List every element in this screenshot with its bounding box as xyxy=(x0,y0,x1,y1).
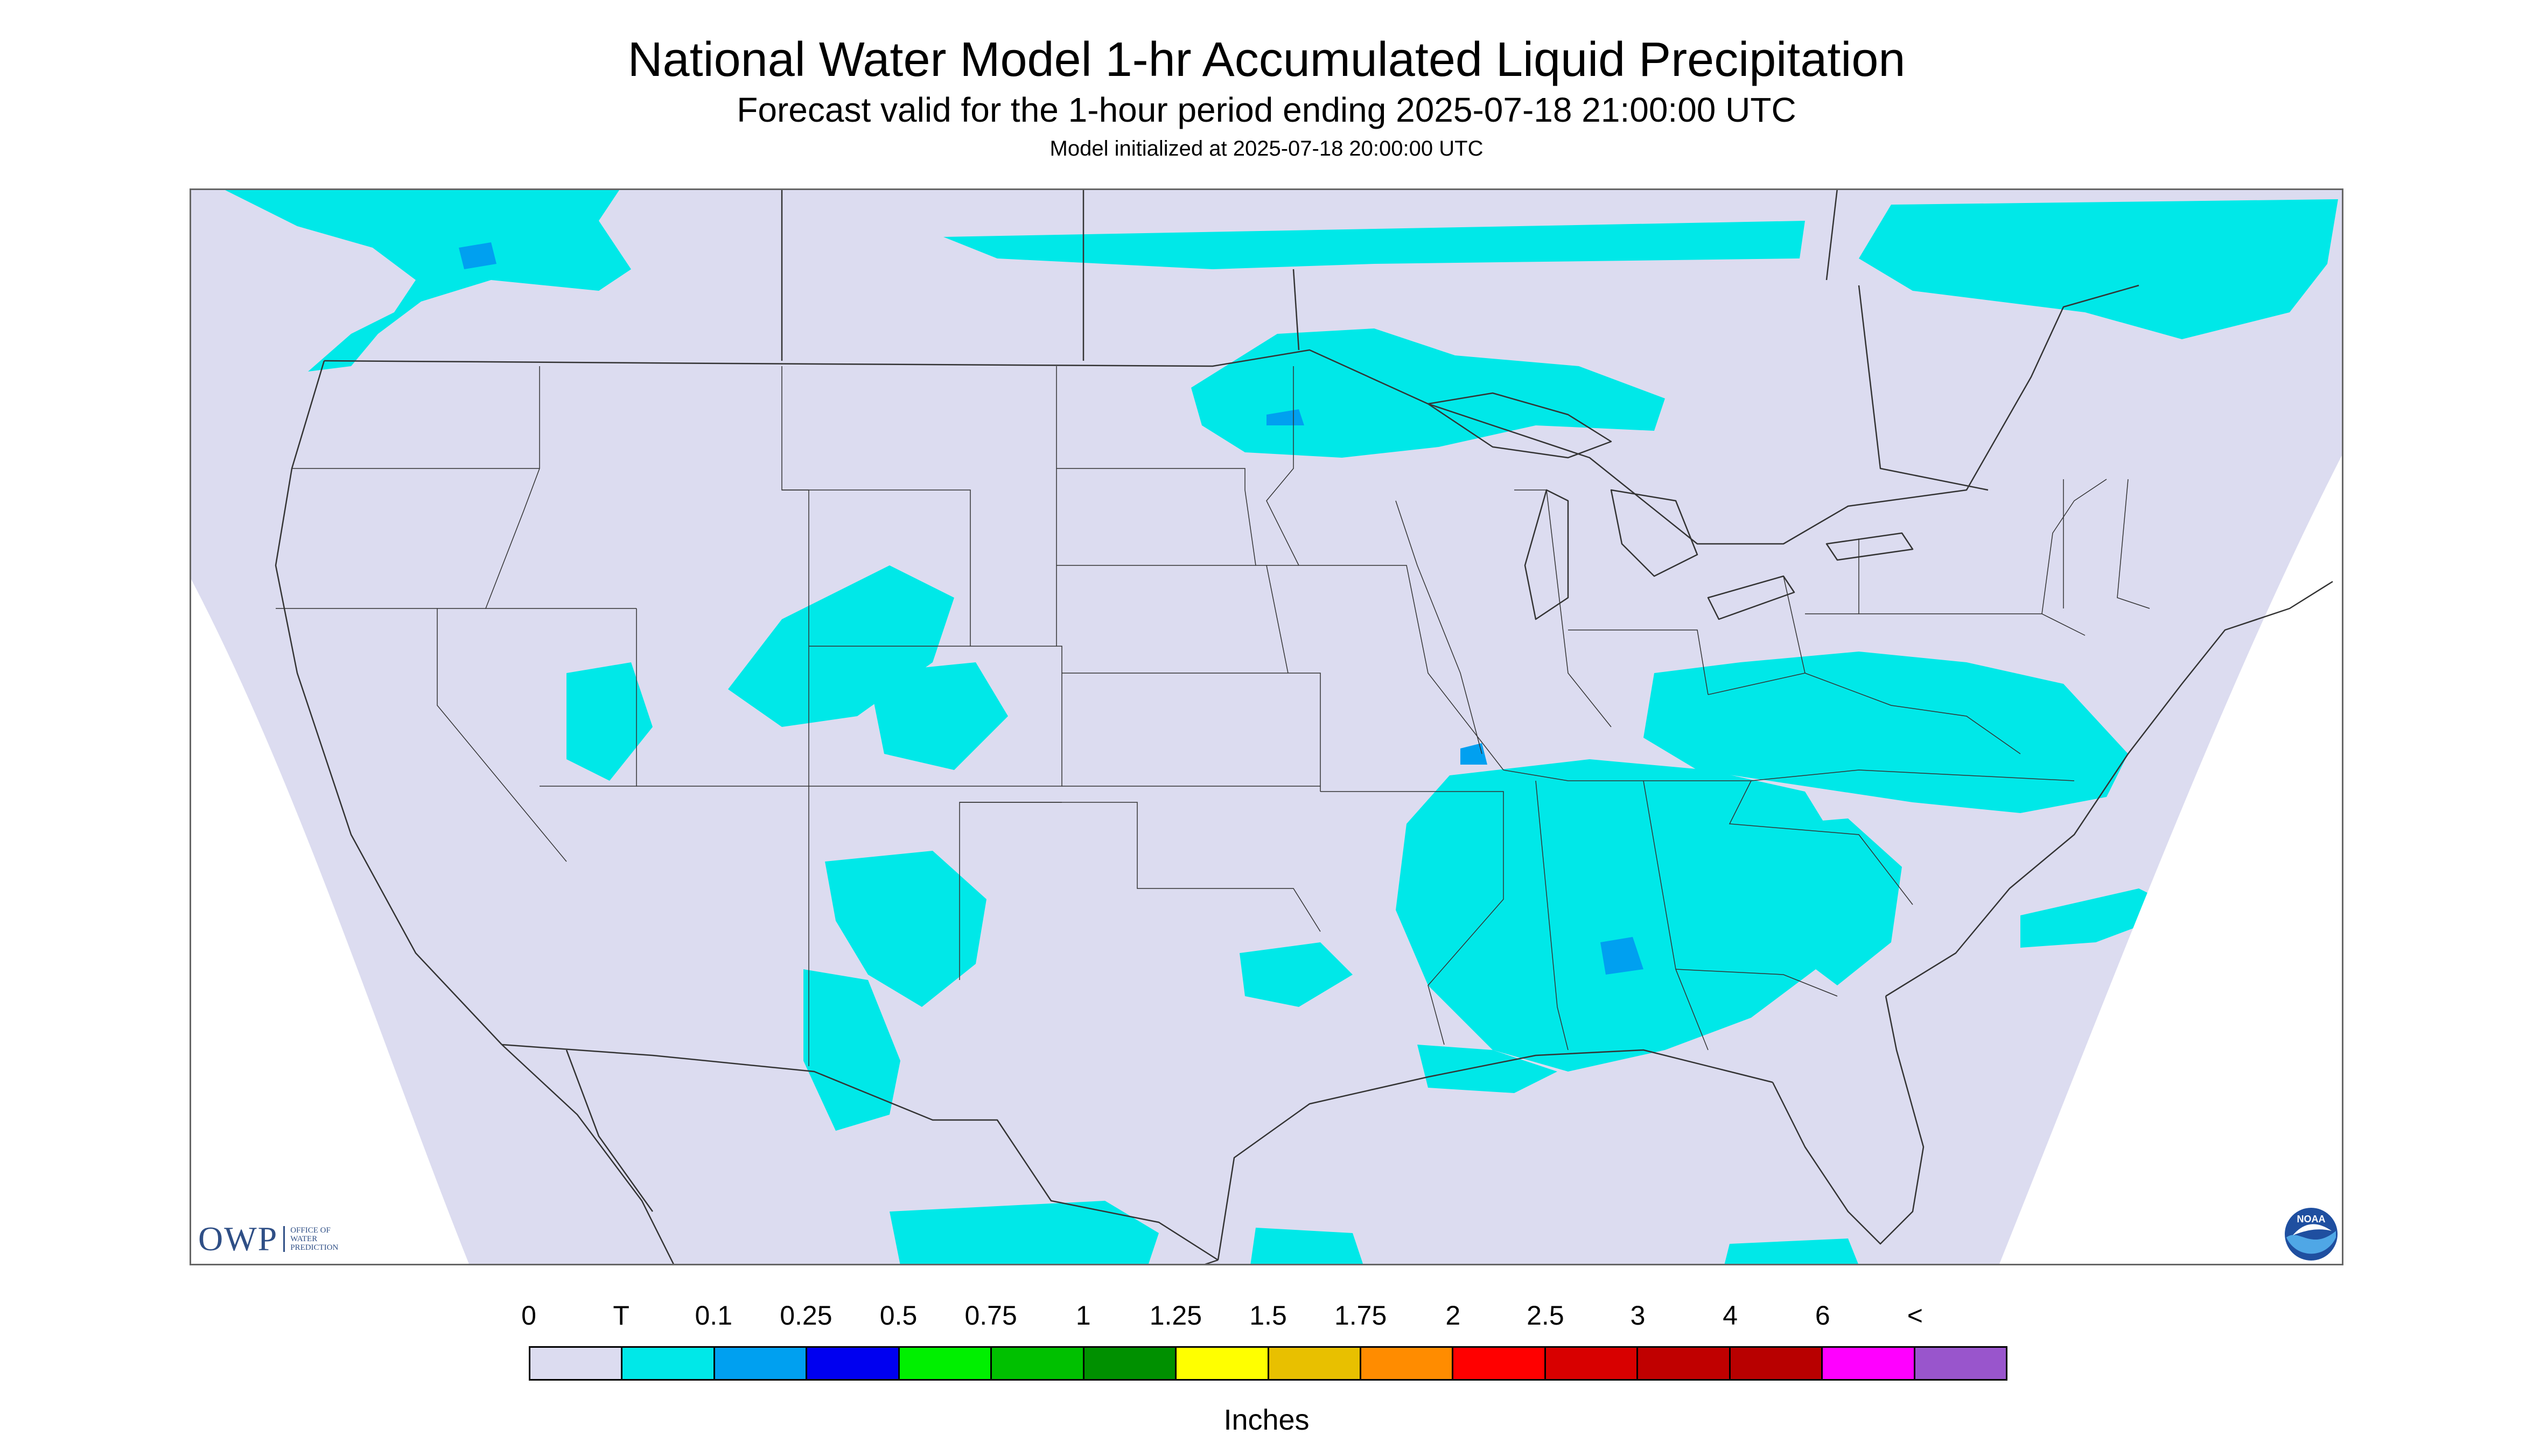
great-lakes-ontario xyxy=(1825,532,1914,561)
legend-label: 0.1 xyxy=(695,1300,733,1331)
precip-area-southwest xyxy=(825,851,986,1007)
legend-label: 2 xyxy=(1445,1300,1461,1331)
noaa-logo-wave xyxy=(2286,1231,2336,1254)
legend-swatch xyxy=(807,1348,900,1379)
domain-mask-right xyxy=(1999,452,2343,1265)
legend-swatch xyxy=(992,1348,1084,1379)
precip-light-manitoba xyxy=(459,242,496,269)
legend-swatch xyxy=(1453,1348,1546,1379)
precip-area-canada-central xyxy=(943,221,1805,269)
precip-area-southeast xyxy=(1396,759,1848,1072)
precip-area-ohio-valley xyxy=(1643,652,2128,813)
legend-swatch xyxy=(715,1348,808,1379)
precip-area-texas xyxy=(1240,942,1353,1007)
owp-logo-line: PREDICTION xyxy=(290,1243,339,1252)
noaa-logo: NOAA xyxy=(2284,1207,2339,1262)
precip-areas xyxy=(222,188,2338,1265)
legend-swatch xyxy=(530,1348,623,1379)
legend-label: 0 xyxy=(521,1300,536,1331)
legend-colorbar xyxy=(529,1346,2007,1381)
great-lakes-huron xyxy=(1610,489,1698,577)
legend-swatch xyxy=(622,1348,715,1379)
great-lakes-erie xyxy=(1707,575,1795,620)
legend-label: 3 xyxy=(1630,1300,1646,1331)
precip-area-yucatan xyxy=(1250,1228,1363,1265)
precip-area-gulf-coast xyxy=(1417,1045,1557,1093)
model-init-time: Model initialized at 2025-07-18 20:00:00… xyxy=(1049,137,1484,160)
precip-light-minnesota xyxy=(1266,409,1304,425)
legend-label: 2.5 xyxy=(1527,1300,1564,1331)
owp-logo: OWP OFFICE OF WATER PREDICTION xyxy=(198,1219,366,1259)
great-lakes-superior xyxy=(1427,392,1612,459)
political-boundaries xyxy=(275,188,2333,1265)
us-canada-border xyxy=(324,284,2139,545)
precip-area-pacific-nw xyxy=(222,188,631,372)
legend-swatch xyxy=(1915,1348,2006,1379)
precipitation-map xyxy=(190,188,2343,1265)
legend-label: 1.25 xyxy=(1149,1300,1202,1331)
owp-logo-line: WATER xyxy=(290,1235,318,1243)
canada-province-line-4 xyxy=(1825,188,1838,281)
legend-swatch xyxy=(1823,1348,1915,1379)
us-mexico-border xyxy=(501,1044,1219,1261)
legend-label: 6 xyxy=(1815,1300,1830,1331)
legend-swatch xyxy=(1638,1348,1731,1379)
precip-area-utah xyxy=(566,662,653,781)
canada-hudson-line xyxy=(1858,285,1989,491)
legend-swatch xyxy=(1361,1348,1454,1379)
legend-swatch xyxy=(1730,1348,1823,1379)
domain-mask-left xyxy=(190,576,470,1265)
florida-peninsula xyxy=(1772,996,1925,1245)
precip-light-areas xyxy=(459,242,1643,975)
gulf-coast xyxy=(1217,1049,1773,1261)
legend-label: 0.75 xyxy=(964,1300,1017,1331)
legend-label: T xyxy=(613,1300,629,1331)
east-coast xyxy=(1885,580,2333,997)
legend-label: < xyxy=(1907,1300,1923,1331)
map-title: National Water Model 1-hr Accumulated Li… xyxy=(627,33,1906,87)
precip-area-upper-midwest xyxy=(1191,328,1665,458)
owp-logo-line: OFFICE OF xyxy=(290,1226,331,1235)
precip-area-bahamas xyxy=(1724,1238,1859,1265)
legend-swatch xyxy=(899,1348,992,1379)
precip-area-canada-east xyxy=(1859,199,2338,339)
legend-swatch xyxy=(1177,1348,1269,1379)
legend-label: 0.25 xyxy=(780,1300,832,1331)
precip-area-carolinas xyxy=(1783,818,1902,985)
map-border xyxy=(190,188,2343,1265)
legend-swatch xyxy=(1084,1348,1177,1379)
state-boundaries xyxy=(276,366,2150,1066)
legend-swatch xyxy=(1269,1348,1361,1379)
forecast-valid: Forecast valid for the 1-hour period end… xyxy=(737,90,1796,129)
noaa-logo-text: NOAA xyxy=(2297,1214,2326,1224)
canada-province-line-3 xyxy=(1292,269,1300,351)
precip-area-mexico xyxy=(803,969,900,1131)
precip-area-south-border xyxy=(890,1201,1159,1265)
mexico-pacific-coast xyxy=(501,1044,675,1265)
owp-logo-word: OWP xyxy=(198,1220,278,1258)
legend-labels: 0 T 0.1 0.25 0.5 0.75 1 1.25 1.5 1.75 2 2.5 3 4 6 < xyxy=(0,1302,2533,1334)
precip-light-alabama xyxy=(1600,937,1643,975)
legend-label: 1 xyxy=(1075,1300,1091,1331)
legend-units: Inches xyxy=(1223,1404,1310,1436)
legend-label: 0.5 xyxy=(879,1300,918,1331)
baja-california xyxy=(565,1049,654,1212)
legend-label: 1.75 xyxy=(1334,1300,1387,1331)
owp-logo-subtitle: OFFICE OF WATER PREDICTION xyxy=(283,1226,366,1252)
legend-label: 4 xyxy=(1723,1300,1738,1331)
precip-area-colorado xyxy=(868,662,1008,770)
precip-area-atlantic xyxy=(2020,888,2182,948)
great-lakes-michigan xyxy=(1524,489,1569,620)
legend-swatch xyxy=(1545,1348,1639,1379)
noaa-logo-gull xyxy=(2293,1224,2332,1235)
legend-label: 1.5 xyxy=(1249,1300,1287,1331)
